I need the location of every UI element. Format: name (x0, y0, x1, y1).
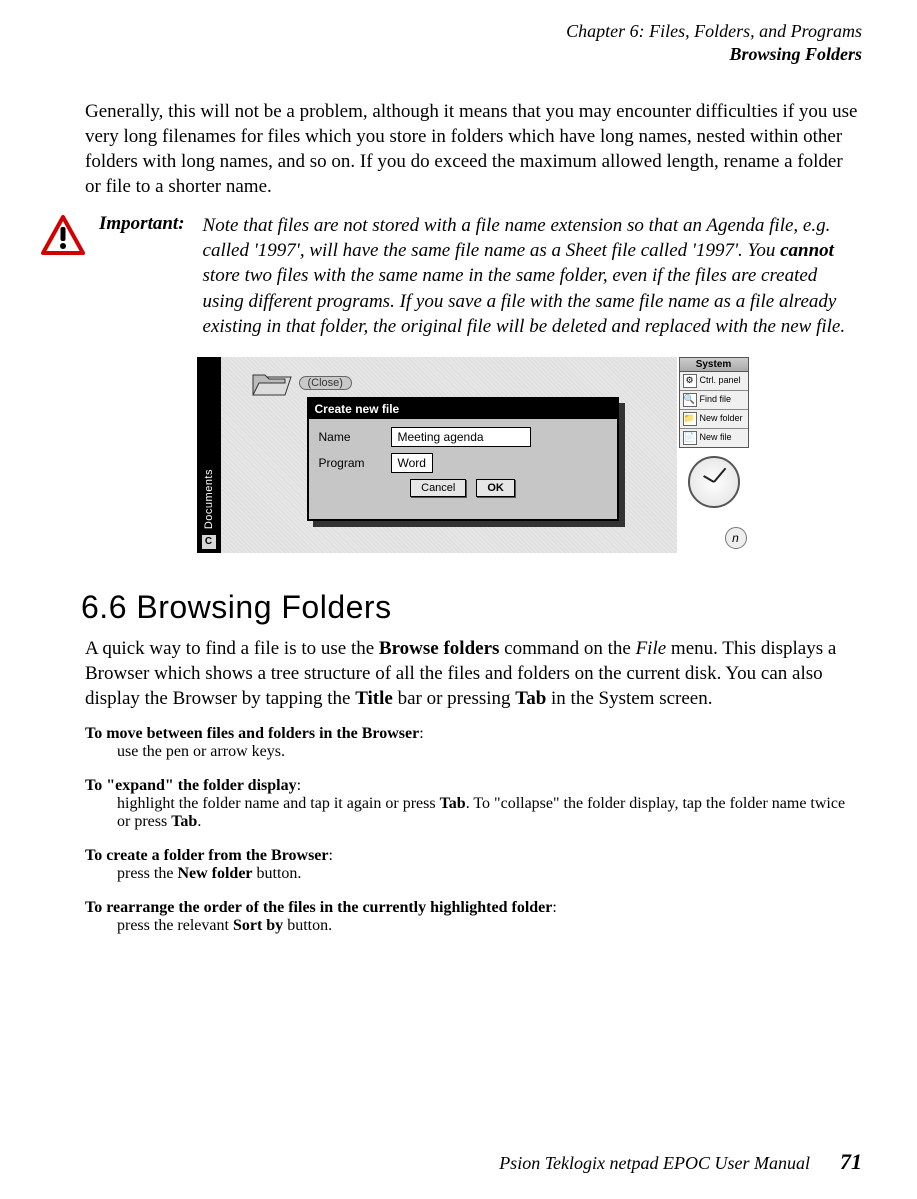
move-body: use the pen or arrow keys. (117, 743, 862, 761)
find-icon: 🔍 (683, 393, 697, 407)
intro-paragraph: Generally, this will not be a problem, a… (85, 99, 862, 199)
system-toolbar: System ⚙Ctrl. panel 🔍Find file 📁New fold… (677, 357, 751, 553)
documents-bar-label: Documents (203, 469, 215, 529)
expand-body: highlight the folder name and tap it aga… (117, 795, 862, 831)
new-file-button[interactable]: 📄New file (680, 429, 748, 447)
create-heading: To create a folder from the Browser (85, 847, 329, 864)
footer-page: 71 (840, 1149, 862, 1175)
desktop-area: (Close) Create new file Name Meeting age… (221, 357, 677, 553)
open-folder-icon (251, 367, 293, 399)
sort-item: To rearrange the order of the files in t… (85, 899, 862, 935)
documents-bar: Documents C (197, 357, 221, 553)
close-pill[interactable]: (Close) (299, 376, 352, 390)
drive-c-badge: C (202, 535, 216, 549)
page-header: Chapter 6: Files, Folders, and Programs … (55, 20, 862, 65)
sort-body: press the relevant Sort by button. (117, 917, 862, 935)
important-text: Note that files are not stored with a fi… (203, 213, 862, 338)
warning-icon (41, 215, 85, 255)
section-heading: 6.6 Browsing Folders (81, 589, 862, 626)
page-footer: Psion Teklogix netpad EPOC User Manual 7… (499, 1149, 862, 1175)
important-note: Important: Note that files are not store… (85, 213, 862, 338)
name-label: Name (319, 430, 381, 444)
expand-item: To "expand" the folder display: highligh… (85, 777, 862, 831)
new-file-icon: 📄 (683, 431, 697, 445)
footer-manual: Psion Teklogix netpad EPOC User Manual (499, 1153, 810, 1174)
move-heading: To move between files and folders in the… (85, 725, 419, 742)
name-field[interactable]: Meeting agenda (391, 427, 531, 447)
dialog-title: Create new file (309, 399, 617, 419)
create-body: press the New folder button. (117, 865, 862, 883)
create-file-dialog: Create new file Name Meeting agenda Prog… (307, 397, 619, 521)
new-folder-icon: 📁 (683, 412, 697, 426)
ok-button[interactable]: OK (476, 479, 515, 497)
ctrl-panel-button[interactable]: ⚙Ctrl. panel (680, 372, 748, 391)
find-file-button[interactable]: 🔍Find file (680, 391, 748, 410)
important-label: Important: (99, 213, 185, 235)
embedded-screenshot: Documents C (Close) Create new file (197, 357, 751, 567)
cancel-button[interactable]: Cancel (410, 479, 466, 497)
section-intro: A quick way to find a file is to use the… (85, 636, 862, 711)
sort-heading: To rearrange the order of the files in t… (85, 899, 552, 916)
move-item: To move between files and folders in the… (85, 725, 862, 761)
program-field[interactable]: Word (391, 453, 433, 473)
create-item: To create a folder from the Browser: pre… (85, 847, 862, 883)
program-label: Program (319, 456, 381, 470)
header-section: Browsing Folders (55, 43, 862, 66)
new-folder-button[interactable]: 📁New folder (680, 410, 748, 429)
header-chapter: Chapter 6: Files, Folders, and Programs (55, 20, 862, 43)
expand-heading: To "expand" the folder display (85, 777, 297, 794)
n-badge: n (725, 527, 747, 549)
ctrl-panel-icon: ⚙ (683, 374, 697, 388)
system-header: System (680, 358, 748, 372)
clock-icon (688, 456, 740, 508)
